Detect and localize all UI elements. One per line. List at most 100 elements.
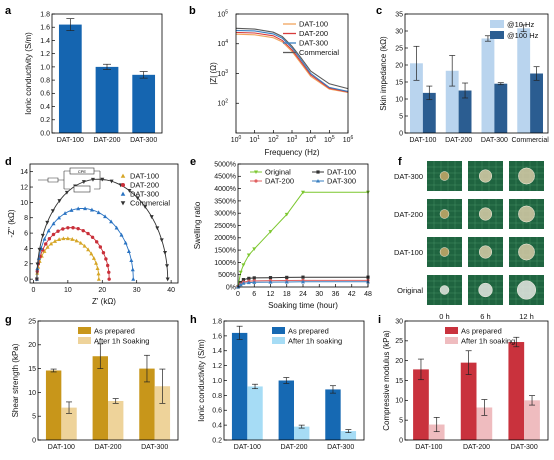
y-tick-label: 4 — [24, 246, 28, 253]
panel-label-d: d — [5, 156, 12, 168]
hydrogel-sample — [516, 280, 537, 300]
data-point — [301, 279, 305, 284]
series-line — [235, 29, 349, 92]
legend-swatch — [272, 337, 285, 344]
photo-row-label: DAT-100 — [394, 248, 423, 257]
cpe-element — [69, 167, 95, 175]
data-point — [268, 276, 273, 280]
x-tick-label: 36 — [332, 291, 340, 298]
y-tick-label: 2000% — [214, 235, 236, 242]
legend-label: DAT-100 — [327, 168, 356, 177]
data-point — [252, 280, 257, 284]
panel-label-f: f — [398, 156, 402, 168]
bar — [247, 386, 263, 440]
legend-swatch — [445, 337, 458, 344]
y-axis-label: Ionic conductivity (S/m) — [24, 32, 33, 115]
hydrogel-sample — [439, 285, 450, 295]
series-line — [235, 27, 349, 90]
y-tick-label: 25 — [395, 45, 403, 52]
panel-e-chart: 0 6 12 18 24 30 36 42 48 0% 500% 1000% 1500% 2000% 250… — [193, 161, 372, 310]
data-point — [252, 276, 256, 280]
bar — [92, 356, 108, 440]
hydrogel-sample — [478, 245, 493, 259]
legend-label: Commercial — [299, 48, 339, 57]
x-tick-label: 48 — [364, 291, 372, 298]
y-tick-label: 1.0 — [40, 64, 50, 71]
x-tick-label: 20 — [98, 287, 106, 294]
legend-label: DAT-200 — [130, 181, 159, 190]
y-tick-label: 25 — [28, 318, 36, 325]
y-tick-label: 1.8 — [212, 318, 222, 325]
y-tick-label: 0 — [32, 437, 36, 444]
y-tick-label: 0 — [24, 277, 28, 284]
legend-label: DAT-200 — [265, 177, 294, 186]
resistor-element — [73, 185, 91, 193]
data-point — [268, 230, 273, 234]
plot-frame — [235, 13, 349, 134]
y-axis-label: Compressive modulus (kPa) — [382, 330, 391, 431]
x-tick-label: 30 — [133, 287, 141, 294]
legend-label: @100 Hz — [507, 31, 539, 40]
legend-marker — [120, 201, 126, 206]
legend-swatch — [78, 327, 91, 334]
legend-label: DAT-300 — [130, 190, 159, 199]
bar — [508, 342, 525, 440]
y-tick-label: 3000% — [214, 211, 236, 218]
hydrogel-sample — [439, 209, 450, 219]
y-tick-label: 0.8 — [40, 78, 50, 85]
y-tick-label: 20 — [28, 342, 36, 349]
x-tick-label: 101 — [249, 135, 260, 144]
y-tick-label: 15 — [28, 366, 36, 373]
x-tick-label: DAT-100 — [48, 444, 75, 451]
panel-label-a: a — [5, 5, 12, 17]
y-tick-label: 0.8 — [212, 393, 222, 400]
x-tick-label: DAT-200 — [94, 444, 121, 451]
legend-label: After 1h soaking — [461, 337, 515, 346]
y-tick-label: 5000% — [214, 161, 236, 168]
panel-label-c: c — [376, 5, 382, 17]
legend-marker — [316, 179, 320, 183]
legend-label: Commercial — [130, 199, 170, 208]
x-tick-label: 103 — [287, 135, 298, 144]
bar — [95, 66, 119, 133]
hydrogel-sample — [518, 205, 535, 223]
y-tick-label: 2500% — [214, 223, 236, 230]
data-point — [246, 280, 251, 285]
data-point — [238, 282, 243, 287]
plot-frame — [51, 13, 163, 134]
y-tick-label: 0.6 — [40, 91, 50, 98]
y-tick-label: 5 — [399, 113, 403, 120]
y-tick-label: 20 — [395, 358, 403, 365]
panel-label-e: e — [190, 156, 196, 168]
y-tick-label: 1000% — [214, 260, 236, 267]
bar — [294, 426, 310, 440]
bar — [45, 370, 62, 440]
data-point — [238, 270, 243, 275]
panel-label-b: b — [189, 5, 196, 17]
x-tick-label: DAT-100 — [409, 137, 436, 144]
y-tick-label: 1.0 — [212, 378, 222, 385]
x-tick-label: DAT-300 — [327, 444, 354, 451]
bar — [428, 424, 445, 440]
legend-swatch — [490, 31, 504, 39]
y-tick-label: 500% — [218, 272, 236, 279]
data-point — [246, 253, 251, 258]
data-point — [268, 280, 273, 284]
bar — [413, 369, 429, 440]
fit-curve — [36, 227, 110, 280]
equivalent-circuit-inset: CPE — [38, 167, 106, 193]
hydrogel-sample — [478, 169, 493, 183]
x-tick-label: 0 — [31, 287, 35, 294]
x-tick-label: 40 — [167, 287, 175, 294]
data-point — [285, 275, 289, 280]
bar — [410, 63, 423, 133]
y-axis-label: -Z'' (kΩ) — [7, 209, 16, 237]
y-tick-label: 1.8 — [40, 11, 50, 18]
y-tick-label: 14 — [20, 169, 28, 176]
bar — [458, 90, 472, 133]
legend-swatch — [272, 327, 285, 334]
y-tick-label: 1.6 — [212, 333, 222, 340]
legend-label: @10 Hz — [507, 20, 534, 29]
photo-row-label: Original — [397, 286, 423, 295]
y-tick-label: 1.2 — [212, 363, 222, 370]
